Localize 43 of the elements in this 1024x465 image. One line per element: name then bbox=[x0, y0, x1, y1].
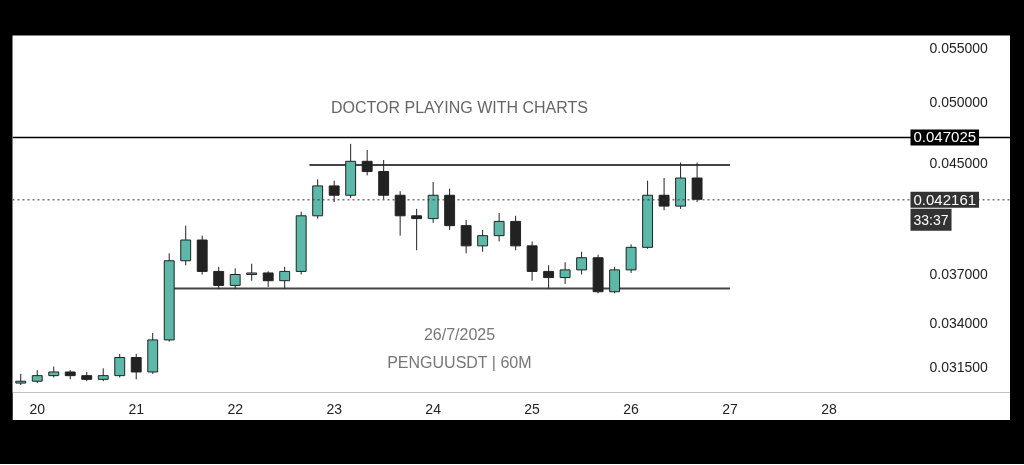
annotation: 33:37 bbox=[913, 211, 949, 228]
x-tick-label: 22 bbox=[227, 400, 244, 417]
x-tick-label: 24 bbox=[425, 400, 442, 417]
annotation: PENGUUSDT | 60M bbox=[387, 353, 532, 371]
candlestick bbox=[427, 181, 439, 224]
candlestick bbox=[477, 229, 489, 253]
candlestick bbox=[361, 149, 373, 176]
y-tick-label: 0.045000 bbox=[929, 154, 989, 171]
candlestick bbox=[394, 190, 406, 237]
y-tick-label: 0.031500 bbox=[929, 358, 989, 375]
candlestick bbox=[559, 261, 571, 285]
candlestick bbox=[460, 219, 472, 254]
candlestick bbox=[493, 212, 505, 242]
x-tick-label: 25 bbox=[524, 400, 541, 417]
candlestick bbox=[625, 243, 637, 274]
x-tick-label: 23 bbox=[326, 400, 343, 417]
candlestick bbox=[543, 264, 555, 290]
candlestick bbox=[411, 208, 423, 251]
candlestick bbox=[609, 266, 621, 294]
x-tick-label: 27 bbox=[722, 400, 739, 417]
candlestick bbox=[576, 251, 588, 275]
annotation: 26/7/2025 bbox=[423, 325, 496, 343]
candlestick bbox=[229, 267, 241, 290]
candlestick bbox=[114, 353, 126, 378]
x-tick-label: 26 bbox=[623, 400, 640, 417]
candlestick bbox=[213, 266, 225, 290]
candlestick bbox=[378, 159, 390, 200]
candlestick bbox=[130, 353, 142, 380]
candlestick bbox=[279, 266, 291, 290]
candlestick bbox=[328, 180, 340, 203]
y-tick-label: 0.055000 bbox=[929, 39, 989, 56]
candlestick bbox=[658, 177, 670, 211]
text: DOCTOR PLAYING WITH CHARTS bbox=[331, 98, 588, 116]
candlestick bbox=[691, 162, 703, 203]
x-tick-label: 20 bbox=[29, 400, 46, 417]
candlestick bbox=[180, 225, 192, 266]
y-tick-label: 0.037000 bbox=[929, 266, 989, 283]
y-tick-label: 0.034000 bbox=[929, 314, 989, 331]
x-tick-label: 21 bbox=[128, 400, 145, 417]
ref-line-label: 0.047025 bbox=[913, 128, 977, 146]
ref-line-label: 0.042161 bbox=[913, 190, 977, 208]
y-tick-label: 0.050000 bbox=[929, 94, 989, 111]
x-tick-label: 28 bbox=[821, 400, 838, 417]
